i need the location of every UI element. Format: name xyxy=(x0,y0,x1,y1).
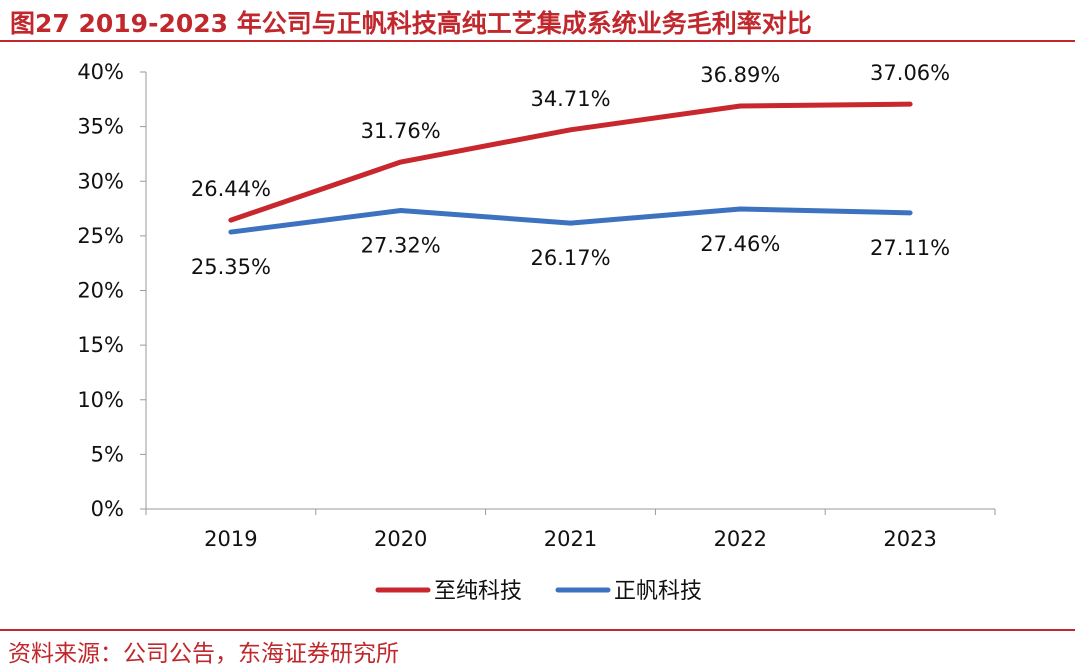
y-tick-label: 10% xyxy=(77,388,124,412)
y-tick-label: 15% xyxy=(77,333,124,357)
data-label: 26.17% xyxy=(530,246,610,270)
data-label: 25.35% xyxy=(191,255,271,279)
title-divider xyxy=(0,40,1075,42)
legend: 至纯科技 正帆科技 xyxy=(375,579,702,604)
y-axis-ticks: 0% 5% 10% 15% 20% 25% 30% 35% 40% xyxy=(77,60,146,521)
data-label: 27.11% xyxy=(870,236,950,260)
legend-label-2: 正帆科技 xyxy=(614,579,702,604)
y-tick-label: 40% xyxy=(77,60,124,84)
data-label: 37.06% xyxy=(870,61,950,85)
data-label: 27.32% xyxy=(361,234,441,258)
y-tick-label: 20% xyxy=(77,279,124,303)
x-axis-ticks: 2019 2020 2021 2022 2023 xyxy=(145,509,996,551)
series-line-1 xyxy=(228,101,913,223)
legend-label-1: 至纯科技 xyxy=(434,579,522,604)
x-tick-label: 2021 xyxy=(544,527,597,551)
data-label: 27.46% xyxy=(700,232,780,256)
data-label: 36.89% xyxy=(700,63,780,87)
data-label: 31.76% xyxy=(361,119,441,143)
axes xyxy=(145,72,995,510)
y-tick-label: 0% xyxy=(91,497,124,521)
data-labels: 26.44% 31.76% 34.71% 36.89% 37.06% 25.35% 27.3… xyxy=(191,61,950,279)
y-tick-label: 35% xyxy=(77,115,124,139)
x-tick-label: 2019 xyxy=(204,527,257,551)
y-tick-label: 25% xyxy=(77,224,124,248)
series-lines xyxy=(228,101,913,235)
source-note: 资料来源：公司公告，东海证券研究所 xyxy=(8,641,399,667)
data-label: 26.44% xyxy=(191,177,271,201)
x-tick-label: 2020 xyxy=(374,527,427,551)
series-line-2 xyxy=(228,206,913,235)
x-tick-label: 2023 xyxy=(883,527,936,551)
y-tick-label: 30% xyxy=(77,169,124,193)
y-tick-label: 5% xyxy=(91,442,124,466)
x-tick-label: 2022 xyxy=(714,527,767,551)
data-label: 34.71% xyxy=(530,87,610,111)
source-divider xyxy=(0,629,1075,631)
chart-title: 图27 2019-2023 年公司与正帆科技高纯工艺集成系统业务毛利率对比 xyxy=(10,9,812,38)
